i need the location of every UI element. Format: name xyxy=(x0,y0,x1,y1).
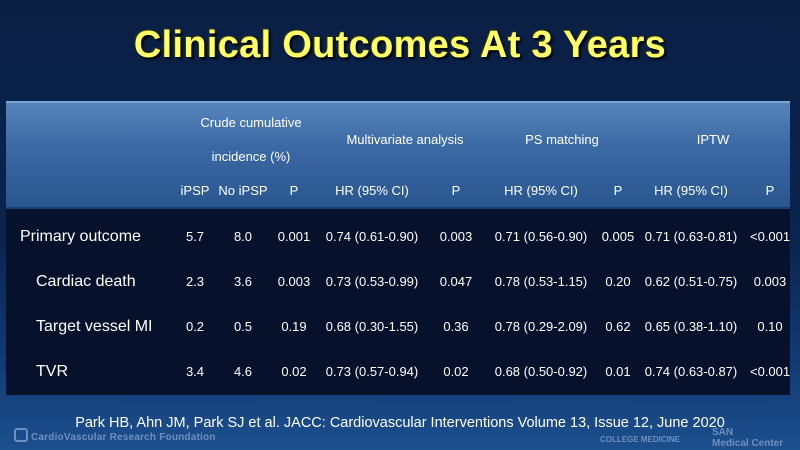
table-cell: 0.2 xyxy=(185,319,205,334)
table-cell: 0.68 (0.50-0.92) xyxy=(494,364,588,379)
col-no-ipsp: No iPSP xyxy=(218,183,268,198)
table-cell: 0.78 (0.53-1.15) xyxy=(494,274,588,289)
table-cell: 0.003 xyxy=(277,274,311,289)
col-hr-multivariate: HR (95% CI) xyxy=(335,183,409,198)
table-cell: 0.01 xyxy=(605,364,631,379)
table-cell: <0.001 xyxy=(750,364,791,379)
college-medicine-logo: COLLEGE MEDICINE xyxy=(600,435,681,444)
outcomes-table: Crude cumulative incidence (%) Multivari… xyxy=(6,101,790,395)
col-p-ps: P xyxy=(613,183,623,198)
table-cell: <0.001 xyxy=(750,229,791,244)
col-p-crude: P xyxy=(289,183,299,198)
table-cell: 0.62 (0.51-0.75) xyxy=(644,274,738,289)
medical-center-logo-line1: SAN xyxy=(712,427,734,438)
table-cell: 4.6 xyxy=(233,364,253,379)
table-cell: 0.19 xyxy=(281,319,307,334)
medical-center-logo: SAN Medical Center xyxy=(712,427,783,449)
cvrf-logo-text: CardioVascular Research Foundation xyxy=(31,432,216,443)
cvrf-logo-icon xyxy=(14,428,28,442)
table-cell: 0.5 xyxy=(233,319,253,334)
col-hr-iptw: HR (95% CI) xyxy=(654,183,728,198)
col-p-multivariate: P xyxy=(451,183,461,198)
table-cell: 0.02 xyxy=(281,364,307,379)
table-cell: 0.62 xyxy=(605,319,631,334)
slide-title: Clinical Outcomes At 3 Years xyxy=(133,24,667,66)
table-header: Crude cumulative incidence (%) Multivari… xyxy=(6,103,790,209)
table-cell: 0.005 xyxy=(601,229,635,244)
col-ipsp: iPSP xyxy=(180,183,210,198)
table-cell: 0.003 xyxy=(753,274,787,289)
table-cell: 8.0 xyxy=(233,229,253,244)
table-cell: 0.003 xyxy=(439,229,473,244)
crude-header-line1: Crude cumulative xyxy=(200,115,302,130)
table-cell: 0.74 (0.63-0.87) xyxy=(644,364,738,379)
row-label-cardiac-death: Cardiac death xyxy=(36,273,136,290)
table-cell: 0.78 (0.29-2.09) xyxy=(494,319,588,334)
multivariate-header: Multivariate analysis xyxy=(346,132,464,147)
table-cell: 0.10 xyxy=(757,319,783,334)
col-p-iptw: P xyxy=(765,183,775,198)
table-cell: 0.73 (0.53-0.99) xyxy=(325,274,419,289)
table-cell: 0.73 (0.57-0.94) xyxy=(325,364,419,379)
table-cell: 0.71 (0.56-0.90) xyxy=(494,229,588,244)
crude-header-line2: incidence (%) xyxy=(211,149,291,164)
table-cell: 0.001 xyxy=(277,229,311,244)
row-label-primary-outcome: Primary outcome xyxy=(20,228,141,245)
table-cell: 5.7 xyxy=(185,229,205,244)
table-cell: 3.4 xyxy=(185,364,205,379)
table-cell: 0.02 xyxy=(443,364,469,379)
table-cell: 2.3 xyxy=(185,274,205,289)
iptw-header: IPTW xyxy=(696,132,730,147)
row-label-target-vessel-mi: Target vessel MI xyxy=(36,318,153,335)
table-cell: 0.74 (0.61-0.90) xyxy=(325,229,419,244)
citation: Park HB, Ahn JM, Park SJ et al. JACC: Ca… xyxy=(75,415,725,431)
table-cell: 0.68 (0.30-1.55) xyxy=(325,319,419,334)
table-cell: 0.047 xyxy=(439,274,473,289)
table-cell: 0.36 xyxy=(443,319,469,334)
table-cell: 0.65 (0.38-1.10) xyxy=(644,319,738,334)
table-cell: 3.6 xyxy=(233,274,253,289)
ps-matching-header: PS matching xyxy=(525,132,599,147)
col-hr-ps: HR (95% CI) xyxy=(504,183,578,198)
medical-center-logo-line2: Medical Center xyxy=(712,438,784,449)
table-cell: 0.20 xyxy=(605,274,631,289)
cvrf-logo: CardioVascular Research Foundation xyxy=(14,428,216,443)
row-label-tvr: TVR xyxy=(36,363,68,380)
table-cell: 0.71 (0.63-0.81) xyxy=(644,229,738,244)
